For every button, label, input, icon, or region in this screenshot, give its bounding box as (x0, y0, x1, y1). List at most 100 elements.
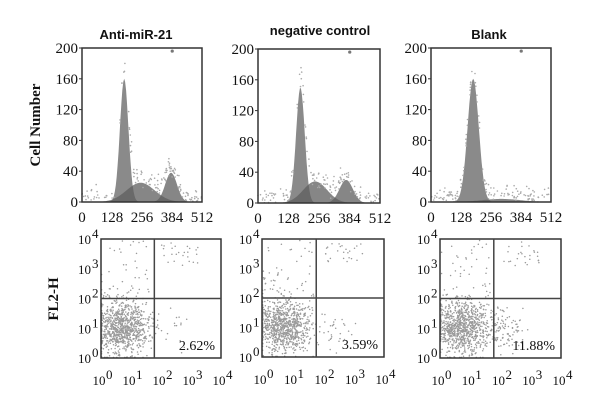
scatter-point (151, 337, 154, 339)
scatter-point (482, 308, 485, 311)
scatter-point (124, 329, 127, 332)
scatter-point (509, 260, 512, 263)
scatter-point (303, 339, 305, 342)
scatter-point (342, 251, 345, 254)
histogram-point (460, 182, 463, 185)
histogram-point (532, 198, 534, 200)
histogram-point (501, 192, 503, 195)
scatter-point (120, 333, 123, 335)
scatter-point (271, 323, 274, 326)
histogram-point (476, 94, 478, 96)
histogram-point (334, 189, 337, 192)
scatter-point (464, 351, 467, 353)
scatter-point (160, 244, 163, 246)
scatter-point (497, 318, 500, 321)
scatter-point (533, 251, 536, 253)
scatter-point (458, 313, 461, 316)
lower-right-percent: 2.62% (179, 339, 216, 354)
scatter-point (135, 336, 137, 338)
scatter-point (111, 317, 114, 320)
scatter-point (271, 333, 273, 335)
histogram-point (287, 199, 289, 202)
scatter-point (465, 321, 468, 324)
scatter-point (289, 249, 291, 251)
scatter-point (163, 254, 165, 257)
scatter-point (167, 261, 169, 263)
scatter-point (466, 328, 468, 331)
scatter-point (276, 305, 279, 308)
scatter-point (118, 328, 121, 330)
scatter-point (195, 253, 198, 255)
scatter-point (125, 348, 127, 350)
scatter-point (472, 310, 475, 312)
scatter-point (473, 313, 476, 315)
scatter-point (120, 251, 122, 253)
histogram-point (315, 177, 318, 179)
scatter-point (122, 336, 124, 339)
scatter-point (495, 324, 498, 326)
scatter-point (280, 343, 283, 346)
scatter-point (262, 270, 265, 272)
histogram-point (180, 189, 182, 191)
scatter-point (273, 345, 275, 347)
scatter-point (449, 340, 452, 343)
scatter-point (330, 335, 333, 338)
scatter-point (107, 351, 109, 354)
histogram-point (322, 183, 325, 185)
histogram-point (86, 190, 88, 192)
histogram-point (106, 195, 108, 197)
scatter-point (266, 316, 269, 319)
scatter-point (268, 333, 271, 336)
scatter-point (298, 346, 301, 348)
x-tick-label: 10 (492, 373, 505, 388)
histogram-point (543, 188, 546, 191)
scatter-point (291, 321, 294, 324)
scatter-point (332, 321, 335, 323)
scatter-point (101, 340, 104, 343)
scatter-point (452, 315, 455, 318)
scatter-point (286, 278, 289, 280)
scatter-point (275, 330, 277, 332)
x-tick-exponent: 0 (106, 367, 113, 382)
scatter-point (119, 303, 121, 306)
histogram-point (373, 194, 375, 197)
histogram-point (299, 85, 302, 88)
scatter-point (500, 322, 502, 325)
scatter-point (273, 333, 276, 335)
scatter-point (134, 302, 137, 305)
scatter-point (112, 335, 115, 337)
scatter-point (269, 312, 271, 315)
scatter-point (126, 292, 128, 294)
scatter-point (267, 249, 270, 252)
scatter-point (105, 310, 108, 312)
scatter-point (329, 324, 332, 327)
scatter-point (310, 323, 313, 326)
scatter-point (113, 323, 116, 326)
scatter-point (274, 327, 276, 329)
scatter-point (444, 307, 447, 309)
scatter-point (116, 301, 118, 303)
scatter-point (114, 340, 117, 342)
histogram-point (165, 169, 167, 171)
scatter-point (280, 324, 283, 326)
scatter-point (468, 294, 470, 297)
scatter-point (295, 301, 297, 304)
scatter-point (466, 325, 469, 328)
scatter-point (269, 306, 271, 308)
scatter-point (275, 339, 277, 341)
scatter-point (301, 334, 303, 337)
scatter-point (491, 324, 493, 327)
x-tick-label: 0 (78, 210, 86, 226)
scatter-point (135, 338, 138, 340)
x-tick-label: 256 (480, 210, 503, 226)
scatter-point (151, 317, 153, 319)
x-tick-label: 10 (254, 372, 267, 387)
scatter-point (279, 326, 282, 328)
scatter-point (156, 324, 159, 326)
scatter-point (139, 345, 142, 347)
scatter-point (458, 335, 461, 338)
scatter-point (154, 332, 157, 335)
histogram-point (142, 186, 144, 189)
scatter-point (456, 304, 459, 306)
scatter-point (269, 336, 272, 339)
